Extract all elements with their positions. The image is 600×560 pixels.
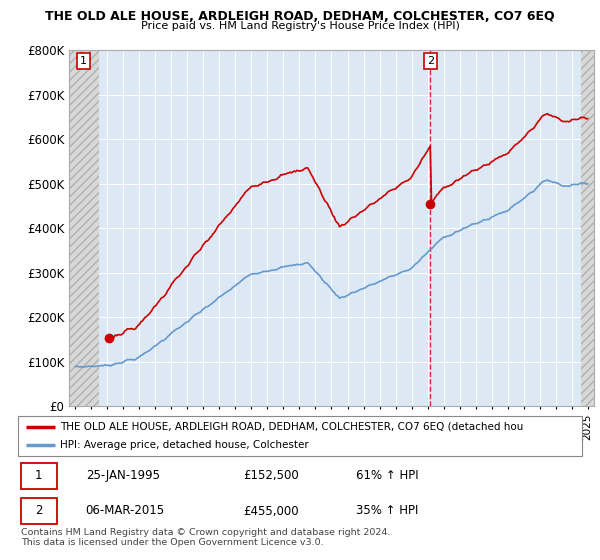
FancyBboxPatch shape [21,463,58,489]
Text: 2: 2 [35,505,43,517]
Text: HPI: Average price, detached house, Colchester: HPI: Average price, detached house, Colc… [60,440,309,450]
Text: 25-JAN-1995: 25-JAN-1995 [86,469,160,482]
FancyBboxPatch shape [21,498,58,524]
Text: 06-MAR-2015: 06-MAR-2015 [86,505,165,517]
Text: 35% ↑ HPI: 35% ↑ HPI [356,505,419,517]
FancyBboxPatch shape [18,416,582,456]
Text: THE OLD ALE HOUSE, ARDLEIGH ROAD, DEDHAM, COLCHESTER, CO7 6EQ (detached hou: THE OLD ALE HOUSE, ARDLEIGH ROAD, DEDHAM… [60,422,524,432]
Text: Contains HM Land Registry data © Crown copyright and database right 2024.
This d: Contains HM Land Registry data © Crown c… [21,528,391,547]
Text: 1: 1 [80,56,87,66]
Text: 1: 1 [35,469,43,482]
Text: 2: 2 [427,56,434,66]
Text: £152,500: £152,500 [244,469,299,482]
Text: Price paid vs. HM Land Registry's House Price Index (HPI): Price paid vs. HM Land Registry's House … [140,21,460,31]
Text: £455,000: £455,000 [244,505,299,517]
Text: 61% ↑ HPI: 61% ↑ HPI [356,469,419,482]
Text: THE OLD ALE HOUSE, ARDLEIGH ROAD, DEDHAM, COLCHESTER, CO7 6EQ: THE OLD ALE HOUSE, ARDLEIGH ROAD, DEDHAM… [45,10,555,23]
